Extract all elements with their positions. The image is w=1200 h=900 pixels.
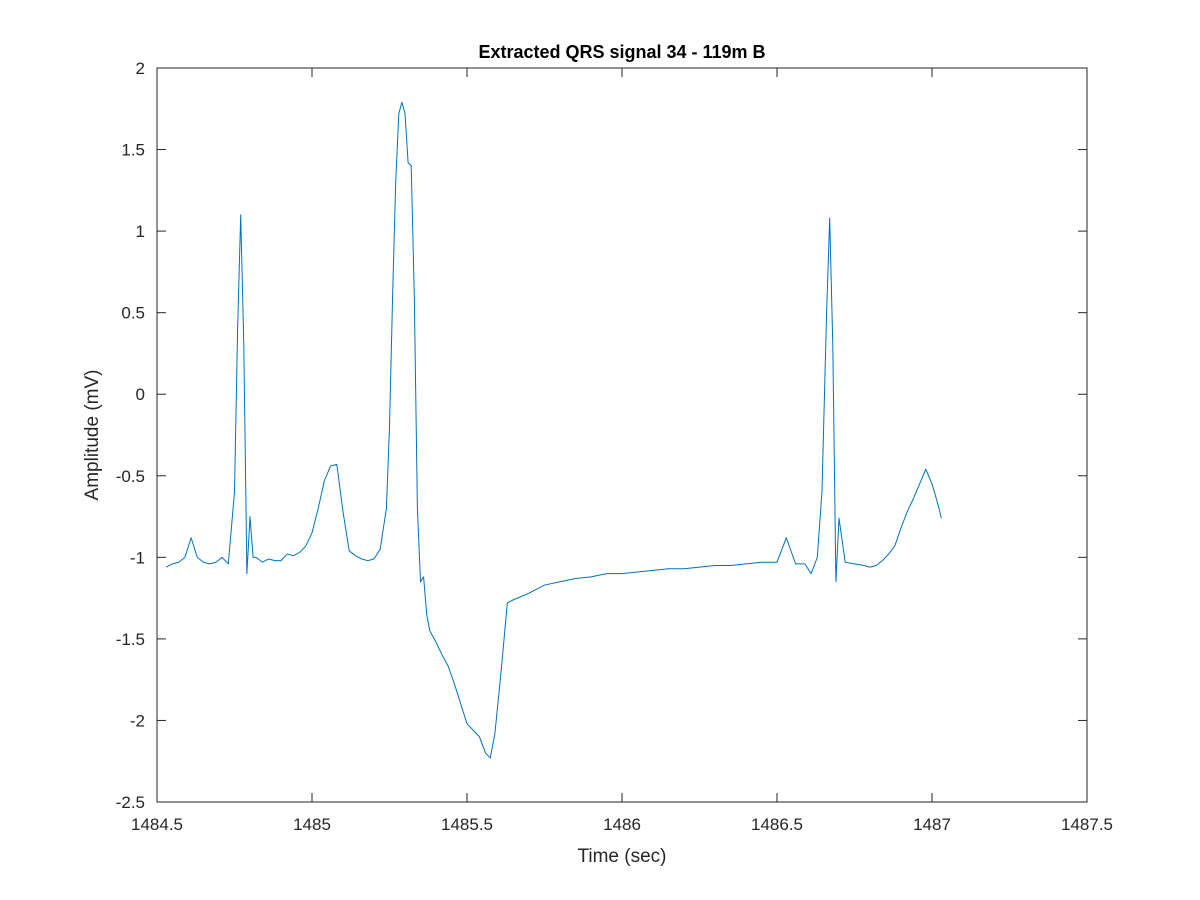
y-tick-label: -2: [130, 711, 145, 730]
chart-title: Extracted QRS signal 34 - 119m B: [478, 42, 765, 62]
x-axis-label: Time (sec): [577, 846, 666, 867]
y-tick-label: 2: [136, 59, 145, 78]
x-tick-label: 1485: [293, 815, 331, 834]
series-layer: [166, 101, 942, 759]
x-tick-label: 1487.5: [1061, 815, 1113, 834]
y-tick-label: -0.5: [116, 467, 145, 486]
y-tick-label: -1: [130, 548, 145, 567]
x-tick-label: 1486: [603, 815, 641, 834]
y-tick-label: 1: [136, 222, 145, 241]
y-tick-label: -2.5: [116, 793, 145, 812]
plot-frame: [156, 67, 1088, 803]
x-tick-label: 1484.5: [131, 815, 183, 834]
x-tick-label: 1485.5: [441, 815, 493, 834]
y-tick-label: -1.5: [116, 630, 145, 649]
x-tick-label: 1486.5: [751, 815, 803, 834]
plot-background: [157, 68, 1087, 802]
y-tick-label: 1.5: [121, 141, 145, 160]
series-line-0: [166, 101, 942, 759]
y-tick-label: 0: [136, 385, 145, 404]
y-axis-label: Amplitude (mV): [82, 370, 103, 501]
x-tick-label: 1487: [913, 815, 951, 834]
y-tick-label: 0.5: [121, 304, 145, 323]
